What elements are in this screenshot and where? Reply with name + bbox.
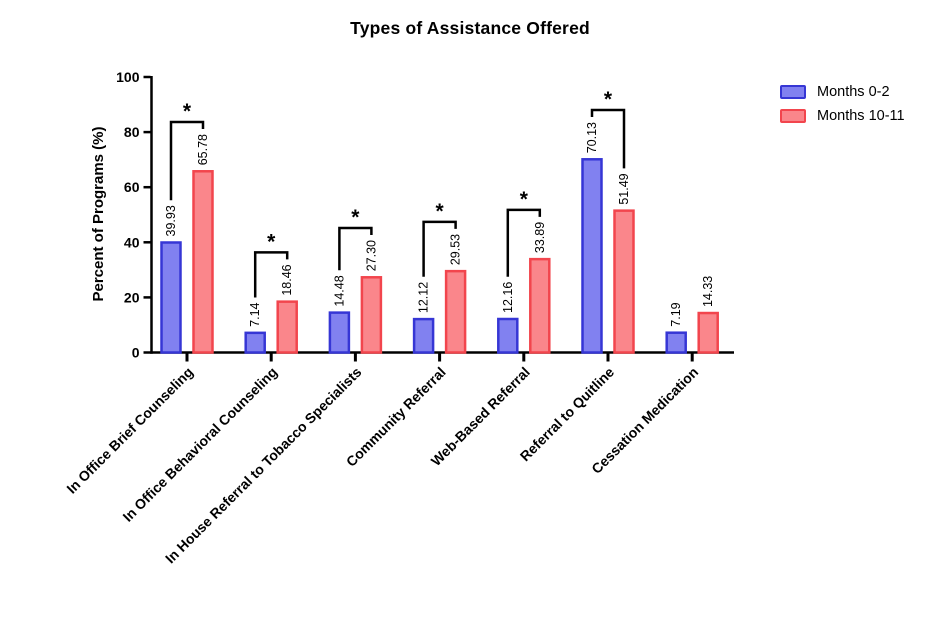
- bar-value-label: 14.33: [701, 276, 715, 307]
- legend-label: Months 10-11: [817, 108, 905, 124]
- bar-months-10-11: [192, 170, 214, 354]
- legend-swatch-months-10-11: [780, 109, 806, 123]
- significance-bracket: [506, 208, 542, 277]
- significance-bracket: [253, 251, 289, 298]
- legend-item-months-0-2: Months 0-2: [780, 84, 905, 100]
- significance-bracket: [590, 108, 626, 169]
- bar-months-10-11: [444, 269, 467, 354]
- chart-title: Types of Assistance Offered: [350, 18, 590, 38]
- y-tick-label: 80: [124, 124, 140, 140]
- y-tick-label: 60: [124, 179, 140, 195]
- bar-value-label: 33.89: [533, 222, 547, 253]
- significance-asterisk: *: [183, 100, 192, 123]
- bar-months-0-2: [497, 317, 519, 354]
- legend-swatch-months-0-2: [780, 85, 806, 99]
- bar-value-label: 51.49: [617, 173, 631, 204]
- bar-months-0-2: [665, 331, 687, 354]
- bar-value-label: 29.53: [449, 234, 463, 265]
- bar-value-label: 12.16: [501, 282, 515, 313]
- significance-asterisk: *: [267, 230, 276, 253]
- bar-months-0-2: [328, 311, 351, 354]
- bar-months-0-2: [412, 317, 435, 354]
- bar-months-10-11: [276, 300, 298, 354]
- legend: Months 0-2 Months 10-11: [780, 84, 905, 124]
- bar-value-label: 14.48: [332, 275, 346, 306]
- significance-bracket: [422, 220, 457, 277]
- significance-asterisk: *: [436, 200, 445, 223]
- bar-months-0-2: [160, 241, 182, 354]
- bar-months-10-11: [529, 257, 551, 354]
- significance-asterisk: *: [351, 206, 360, 229]
- bar-value-label: 65.78: [196, 134, 210, 165]
- y-tick-label: 40: [124, 234, 140, 250]
- legend-item-months-10-11: Months 10-11: [780, 108, 905, 124]
- y-tick-label: 0: [132, 345, 140, 361]
- legend-label: Months 0-2: [817, 84, 890, 100]
- bar-months-0-2: [244, 331, 266, 354]
- y-axis-label: Percent of Programs (%): [90, 126, 107, 301]
- significance-bracket: [338, 226, 373, 271]
- bar-value-label: 12.12: [417, 282, 431, 313]
- bar-value-label: 7.19: [669, 302, 683, 326]
- y-tick-label: 20: [124, 289, 140, 305]
- significance-asterisk: *: [520, 188, 529, 211]
- bar-value-label: 70.13: [585, 122, 599, 153]
- bar-months-0-2: [581, 158, 603, 354]
- bar-months-10-11: [613, 209, 635, 354]
- y-tick-label: 100: [116, 69, 140, 85]
- x-category-label: Referral to Quitline: [517, 364, 618, 465]
- significance-asterisk: *: [604, 88, 613, 111]
- bar-value-label: 18.46: [280, 264, 294, 295]
- bar-value-label: 39.93: [164, 205, 178, 236]
- significance-bracket: [169, 120, 205, 201]
- bar-value-label: 7.14: [248, 302, 262, 326]
- bar-months-10-11: [697, 311, 719, 354]
- x-category-label: In Office Behavioral Counseling: [119, 364, 280, 525]
- bar-value-label: 27.30: [364, 240, 378, 271]
- x-category-label: In House Referral to Tobacco Specialists: [162, 364, 365, 567]
- bar-months-10-11: [360, 276, 383, 354]
